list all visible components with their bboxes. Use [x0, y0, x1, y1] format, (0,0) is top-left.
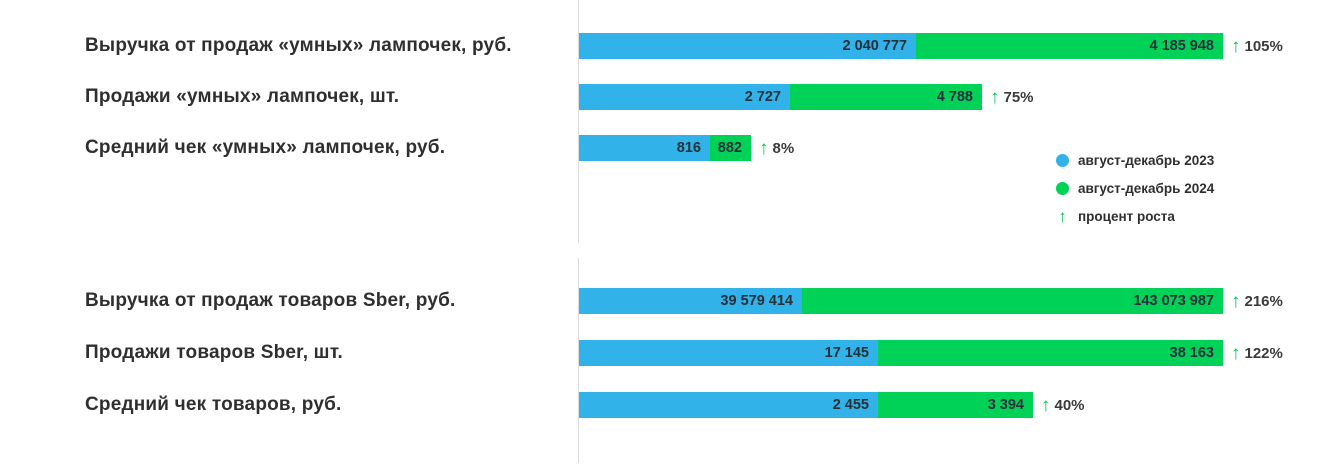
chart-row: Продажи «умных» лампочек, шт. 2 727 4 78…: [0, 84, 1340, 110]
row-label: Выручка от продаж товаров Sber, руб.: [85, 290, 456, 311]
growth-indicator: ↑ 216%: [1231, 292, 1283, 311]
growth-arrow-icon: ↑: [1041, 394, 1051, 416]
bar-2023: 816: [579, 135, 710, 161]
growth-arrow-icon: ↑: [1231, 290, 1241, 312]
bar-2023: 2 040 777: [579, 33, 916, 59]
legend-dot-2024-icon: [1056, 181, 1069, 195]
bar-track: 2 455 3 394 ↑ 40%: [579, 392, 1085, 418]
growth-value: 75%: [1003, 88, 1034, 106]
bar-2023: 2 455: [579, 392, 878, 418]
bar-value-2024: 38 163: [1169, 345, 1214, 361]
growth-arrow-icon: ↑: [1231, 342, 1241, 364]
bar-2024: 38 163: [878, 340, 1223, 366]
legend-arrow-icon: ↑: [1058, 206, 1067, 226]
bar-track: 17 145 38 163 ↑ 122%: [579, 340, 1283, 366]
growth-indicator: ↑ 122%: [1231, 344, 1283, 363]
bar-2024: 3 394: [878, 392, 1033, 418]
chart-row: Средний чек «умных» лампочек, руб. 816 8…: [0, 135, 1340, 161]
legend-item-2024: август-декабрь 2024: [1056, 174, 1214, 202]
bar-value-2024: 4 185 948: [1149, 38, 1214, 54]
bar-value-2023: 39 579 414: [720, 293, 793, 309]
bar-value-2024: 4 788: [936, 89, 973, 105]
bar-2023: 2 727: [579, 84, 790, 110]
bar-track: 39 579 414 143 073 987 ↑ 216%: [579, 288, 1283, 314]
chart-row: Продажи товаров Sber, шт. 17 145 38 163 …: [0, 340, 1340, 366]
bar-value-2024: 3 394: [987, 397, 1024, 413]
bar-2023: 39 579 414: [579, 288, 802, 314]
row-label: Продажи «умных» лампочек, шт.: [85, 86, 400, 107]
growth-value: 40%: [1054, 396, 1085, 414]
bar-2024: 882: [710, 135, 751, 161]
growth-arrow-icon: ↑: [990, 86, 1000, 108]
chart-row: Средний чек товаров, руб. 2 455 3 394 ↑ …: [0, 392, 1340, 418]
chart-row: Выручка от продаж «умных» лампочек, руб.…: [0, 33, 1340, 59]
row-label: Выручка от продаж «умных» лампочек, руб.: [85, 35, 512, 56]
bar-value-2023: 17 145: [824, 345, 869, 361]
growth-value: 122%: [1244, 344, 1283, 362]
legend-label: процент роста: [1078, 208, 1175, 224]
axis-baseline-bottom: [578, 258, 579, 463]
bar-track: 816 882 ↑ 8%: [579, 135, 794, 161]
growth-value: 8%: [772, 139, 795, 157]
legend-dot-2023-icon: [1056, 153, 1069, 167]
chart-row: Выручка от продаж товаров Sber, руб. 39 …: [0, 288, 1340, 314]
row-label: Средний чек «умных» лампочек, руб.: [85, 137, 446, 158]
bar-value-2023: 2 040 777: [842, 38, 907, 54]
bar-value-2023: 816: [676, 140, 701, 156]
legend: август-декабрь 2023 август-декабрь 2024 …: [1056, 146, 1214, 230]
bar-2024: 4 185 948: [916, 33, 1223, 59]
growth-arrow-icon: ↑: [759, 137, 769, 159]
growth-indicator: ↑ 75%: [990, 88, 1034, 107]
growth-value: 216%: [1244, 292, 1283, 310]
axis-baseline-top: [578, 0, 579, 243]
legend-item-growth: ↑ процент роста: [1056, 202, 1214, 230]
growth-arrow-icon: ↑: [1231, 35, 1241, 57]
bar-value-2024: 143 073 987: [1133, 293, 1214, 309]
legend-item-2023: август-декабрь 2023: [1056, 146, 1214, 174]
growth-indicator: ↑ 8%: [759, 139, 794, 158]
bar-2024: 4 788: [790, 84, 982, 110]
bar-2024: 143 073 987: [802, 288, 1223, 314]
legend-label: август-декабрь 2024: [1078, 180, 1215, 196]
growth-indicator: ↑ 40%: [1041, 396, 1085, 415]
legend-label: август-декабрь 2023: [1078, 152, 1215, 168]
bar-value-2023: 2 727: [744, 89, 781, 105]
row-label: Продажи товаров Sber, шт.: [85, 342, 344, 363]
bar-2023: 17 145: [579, 340, 878, 366]
growth-indicator: ↑ 105%: [1231, 37, 1283, 56]
growth-value: 105%: [1244, 37, 1283, 55]
row-label: Средний чек товаров, руб.: [85, 394, 342, 415]
bar-value-2023: 2 455: [832, 397, 869, 413]
bar-track: 2 727 4 788 ↑ 75%: [579, 84, 1034, 110]
bar-value-2024: 882: [717, 140, 742, 156]
bar-track: 2 040 777 4 185 948 ↑ 105%: [579, 33, 1283, 59]
